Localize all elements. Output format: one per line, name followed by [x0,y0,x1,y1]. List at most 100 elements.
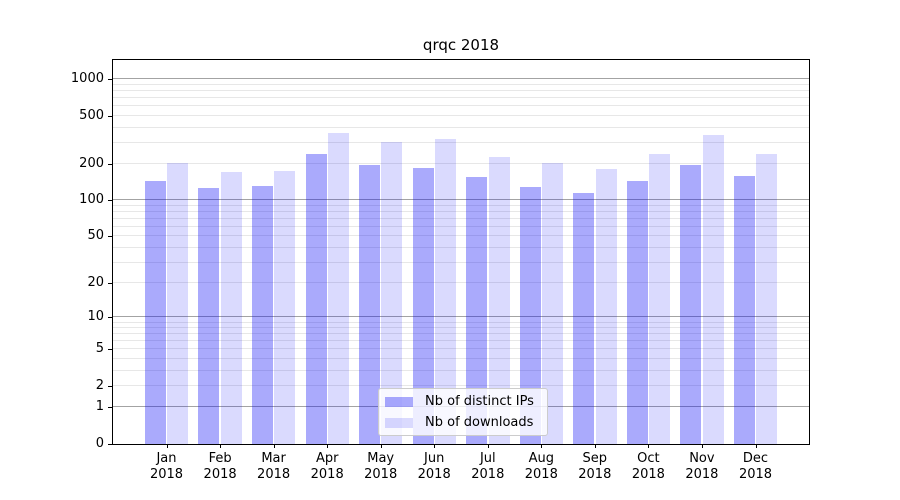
y-gridline-major [113,316,809,318]
bar-downloads-aug [542,162,563,444]
bar-distinct-ips-mar [251,186,273,444]
y-tick-mark [108,317,113,319]
bar-distinct-ips-may [359,164,380,444]
chart-title: qrqc 2018 [422,36,500,54]
x-tick-label-mar: Mar 2018 [244,451,304,483]
x-tick-label-jan: Jan 2018 [137,451,197,483]
x-tick-label-sep: Sep 2018 [565,451,625,483]
bar-downloads-oct [649,153,671,444]
x-tick-label-month: Dec [742,451,769,466]
bar-downloads-nov [702,134,724,444]
y-tick-mark [108,349,113,351]
y-tick-label: 50 [87,228,104,244]
y-tick-mark [108,115,113,117]
y-gridline-minor [113,218,809,219]
x-tick-label-jul: Jul 2018 [458,451,518,483]
y-gridline-minor [113,97,809,99]
x-tick-label-year: 2018 [631,467,665,482]
x-tick-mark [273,444,275,448]
y-tick-mark [108,444,113,445]
x-tick-label-year: 2018 [578,467,612,482]
bar-downloads-jun [434,139,456,444]
y-gridline-minor [113,141,809,143]
y-gridline-minor [113,204,809,206]
bar-downloads-feb [220,171,242,444]
x-tick-label-year: 2018 [310,467,344,482]
x-tick-mark [380,444,382,448]
y-gridline-minor [113,282,809,284]
x-tick-label-feb: Feb 2018 [190,451,250,483]
x-tick-mark [594,444,596,448]
x-tick-label-aug: Aug 2018 [511,451,571,483]
legend-label-distinct-ips: Nb of distinct IPs [425,394,534,409]
y-tick-label: 500 [79,107,104,123]
y-gridline-minor [113,261,809,263]
y-gridline-minor [113,126,809,128]
x-tick-label-month: Nov [689,451,715,466]
legend-swatch-downloads [385,417,413,428]
legend-label-downloads: Nb of downloads [425,415,534,430]
x-tick-mark [541,444,543,448]
y-tick-mark [108,283,113,285]
legend-row-distinct-ips: Nb of distinct IPs [385,391,547,412]
x-tick-label-year: 2018 [149,467,184,482]
x-tick-mark [327,444,329,448]
y-tick-mark [108,236,113,238]
y-gridline-minor [113,340,809,342]
x-tick-label-oct: Oct 2018 [618,451,678,483]
y-tick-label: 1000 [70,71,104,87]
plot-area [113,60,809,444]
bar-distinct-ips-nov [680,164,702,444]
y-tick-label: 200 [79,156,104,171]
y-gridline-minor [113,385,809,386]
x-tick-label-month: Aug [528,451,554,466]
x-tick-label-year: 2018 [203,467,237,482]
y-tick-label: 10 [87,309,104,325]
y-gridline-major [113,199,809,201]
bar-downloads-jul [488,156,510,444]
x-tick-mark [166,444,168,448]
x-tick-label-nov: Nov 2018 [672,451,732,483]
y-tick-mark [108,164,113,165]
x-tick-mark [434,444,436,448]
y-gridline-minor [113,369,809,371]
x-tick-mark [755,444,757,448]
bar-distinct-ips-jun [412,168,434,444]
x-tick-label-year: 2018 [417,467,451,482]
y-gridline-minor [113,235,809,237]
y-tick-label: 2 [95,378,104,393]
bar-downloads-dec [756,154,778,444]
y-gridline-minor [113,114,809,116]
y-tick-mark [108,200,113,202]
x-tick-label-year: 2018 [471,467,505,482]
x-tick-label-month: Jun [424,451,445,466]
x-tick-label-month: Oct [637,451,660,466]
legend: Nb of distinct IPs Nb of downloads [378,388,548,436]
legend-swatch-distinct-ips [385,396,413,407]
y-gridline-minor [113,348,809,350]
y-gridline-major [113,78,809,80]
bar-downloads-mar [274,170,296,444]
y-tick-label: 0 [95,436,104,451]
y-gridline-minor [113,105,809,107]
x-tick-label-year: 2018 [738,467,773,482]
y-gridline-minor [113,211,809,212]
x-tick-label-month: Jul [479,451,496,466]
bar-downloads-apr [327,132,349,444]
bar-distinct-ips-oct [626,180,648,444]
x-tick-label-month: Mar [261,451,286,466]
bar-distinct-ips-jul [466,177,488,444]
y-gridline-minor [113,327,809,328]
x-tick-label-jun: Jun 2018 [404,451,464,483]
y-gridline-minor [113,226,809,227]
y-tick-label: 100 [79,192,104,208]
x-tick-label-month: May [367,451,395,466]
bar-distinct-ips-aug [519,187,541,444]
bar-distinct-ips-apr [305,153,327,444]
bar-downloads-may [381,142,403,444]
x-tick-label-month: Feb [208,451,232,466]
bar-distinct-ips-jan [144,181,166,444]
x-tick-mark [220,444,222,448]
bar-downloads-sep [595,169,617,444]
